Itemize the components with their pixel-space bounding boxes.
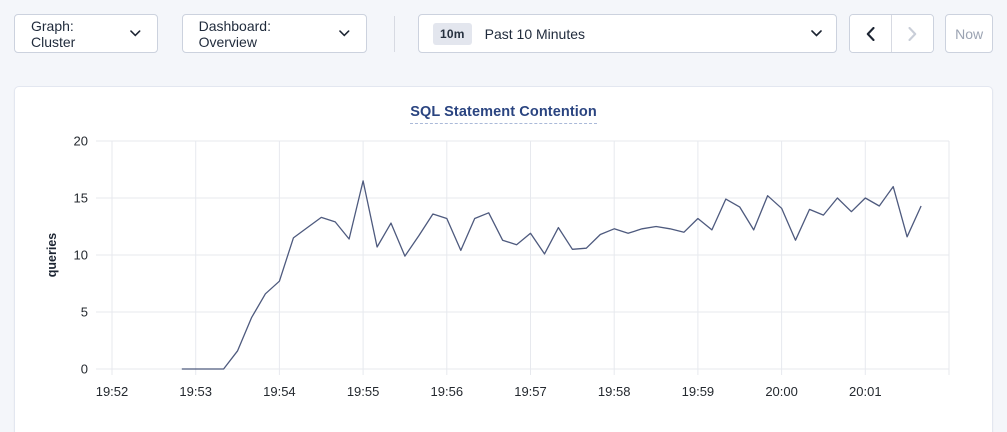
chevron-right-icon xyxy=(908,26,917,41)
dashboard-dropdown[interactable]: Dashboard: Overview xyxy=(181,14,367,53)
chart-title[interactable]: SQL Statement Contention xyxy=(410,104,597,124)
time-range-picker[interactable]: 10m Past 10 Minutes xyxy=(418,14,837,53)
y-tick-label: 20 xyxy=(74,134,88,149)
graph-dropdown-label: Graph: Cluster xyxy=(31,17,76,50)
time-back-button[interactable] xyxy=(849,15,892,52)
y-tick-label: 0 xyxy=(81,362,88,377)
x-tick-label: 19:55 xyxy=(347,384,380,399)
x-tick-label: 20:01 xyxy=(849,384,882,399)
dashboard-dropdown-label: Dashboard: Overview xyxy=(198,17,271,50)
y-axis-label: queries xyxy=(45,233,59,278)
chevron-left-icon xyxy=(866,26,875,41)
chevron-down-icon xyxy=(810,30,822,37)
chart-panel: SQL Statement Contention 0 5 10 15 20 19:52 19… xyxy=(14,86,993,432)
x-tick-label: 19:56 xyxy=(431,384,464,399)
chart-title-row: SQL Statement Contention xyxy=(15,87,992,133)
time-range-badge: 10m xyxy=(433,22,472,45)
time-range-label: Past 10 Minutes xyxy=(484,25,586,42)
toolbar: Graph: Cluster Dashboard: Overview 10m P… xyxy=(0,0,1007,53)
y-tick-label: 5 xyxy=(81,305,88,320)
chevron-down-icon xyxy=(339,30,350,37)
now-button[interactable]: Now xyxy=(945,14,993,53)
toolbar-divider xyxy=(394,15,395,52)
x-tick-label: 19:59 xyxy=(682,384,715,399)
x-tick-label: 19:54 xyxy=(263,384,296,399)
chevron-down-icon xyxy=(130,30,141,37)
graph-dropdown[interactable]: Graph: Cluster xyxy=(14,14,158,53)
x-tick-label: 19:58 xyxy=(598,384,631,399)
x-tick-label: 20:00 xyxy=(765,384,798,399)
time-forward-button[interactable] xyxy=(891,15,934,52)
sql-statement-contention-chart[interactable]: 0 5 10 15 20 19:52 19:53 19:54 19:55 19:56 19:57 19… xyxy=(15,133,994,423)
x-tick-label: 19:57 xyxy=(514,384,547,399)
x-tick-label: 19:52 xyxy=(96,384,129,399)
time-step-buttons xyxy=(848,14,935,53)
y-tick-label: 10 xyxy=(74,248,88,263)
series-line-queries xyxy=(181,180,922,370)
x-tick-label: 19:53 xyxy=(179,384,212,399)
y-tick-label: 15 xyxy=(74,191,88,206)
